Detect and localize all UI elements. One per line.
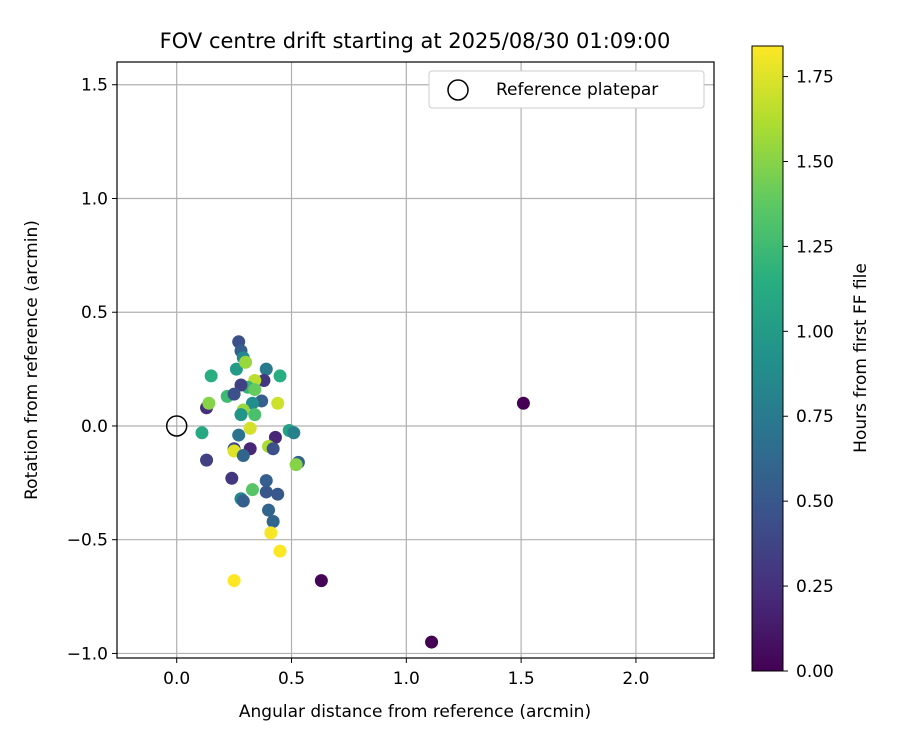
data-point: [271, 396, 285, 410]
data-point: [225, 471, 239, 485]
data-point: [259, 485, 273, 499]
data-points: [195, 335, 530, 649]
colorbar-ticks: 0.00 0.25 0.50 0.75 1.00 1.25 1.50 1.75: [783, 68, 834, 682]
x-tick-label: 1.0: [393, 669, 420, 689]
data-point: [259, 362, 273, 376]
data-point: [232, 428, 246, 442]
data-point: [236, 494, 250, 508]
legend-box: [428, 70, 705, 109]
x-axis-ticks: 0.0 0.5 1.0 1.5 2.0: [163, 658, 649, 689]
gridlines: [117, 62, 714, 658]
colorbar-gradient: [751, 45, 784, 672]
colorbar-tick-label: 0.00: [796, 662, 834, 682]
data-point: [202, 396, 216, 410]
y-axis-ticks: −1.0 −0.5 0.0 0.5 1.0 1.5: [67, 76, 117, 664]
colorbar-tick-label: 0.50: [796, 492, 834, 512]
x-tick-label: 2.0: [622, 669, 649, 689]
data-point: [234, 378, 248, 392]
colorbar-tick-label: 1.00: [796, 322, 834, 342]
data-point: [266, 515, 280, 529]
colorbar-tick-label: 1.75: [796, 68, 834, 88]
legend-label: Reference platepar: [496, 80, 658, 100]
data-point: [200, 453, 214, 467]
x-tick-label: 0.0: [163, 669, 190, 689]
colorbar-tick-label: 1.50: [796, 152, 834, 172]
data-point: [229, 362, 243, 376]
data-point: [239, 355, 253, 369]
y-tick-label: −1.0: [67, 644, 108, 664]
y-tick-label: 1.0: [81, 189, 108, 209]
data-point: [245, 483, 259, 497]
data-point: [248, 383, 262, 397]
data-point: [264, 526, 278, 540]
data-point: [227, 574, 241, 588]
x-tick-label: 0.5: [278, 669, 305, 689]
data-point: [236, 449, 250, 463]
chart-title: FOV centre drift starting at 2025/08/30 …: [160, 29, 671, 53]
data-point: [425, 635, 439, 649]
data-point: [259, 474, 273, 488]
data-point: [314, 574, 328, 588]
data-point: [271, 487, 285, 501]
data-point: [287, 426, 301, 440]
data-point: [262, 503, 276, 517]
x-axis-label: Angular distance from reference (arcmin): [239, 702, 591, 722]
data-point: [243, 421, 257, 435]
data-point: [516, 396, 530, 410]
data-point: [227, 387, 241, 401]
y-tick-label: 1.5: [81, 76, 108, 96]
colorbar: 0.00 0.25 0.50 0.75 1.00 1.25 1.50 1.75 Hours f…: [751, 45, 871, 682]
colorbar-tick-label: 1.25: [796, 237, 834, 257]
data-point: [248, 408, 262, 422]
data-point: [245, 396, 259, 410]
data-point: [273, 544, 287, 558]
data-point: [257, 373, 271, 387]
data-point: [234, 408, 248, 422]
data-point: [195, 426, 209, 440]
colorbar-tick-label: 0.75: [796, 407, 834, 427]
y-axis-label: Rotation from reference (arcmin): [22, 220, 42, 500]
data-point: [268, 430, 282, 444]
reference-platepar-marker: [165, 415, 188, 437]
y-tick-label: 0.0: [81, 417, 108, 437]
colorbar-tick-label: 0.25: [796, 577, 834, 597]
y-tick-label: −0.5: [67, 531, 108, 551]
y-tick-label: 0.5: [81, 303, 108, 323]
x-tick-label: 1.5: [508, 669, 535, 689]
legend: Reference platepar: [428, 70, 705, 109]
data-point: [273, 369, 287, 383]
data-point: [204, 369, 218, 383]
legend-marker: [447, 79, 469, 101]
data-point: [266, 442, 280, 456]
plot-frame: [116, 61, 715, 659]
data-point: [289, 458, 303, 472]
colorbar-label: Hours from first FF file: [851, 263, 871, 453]
